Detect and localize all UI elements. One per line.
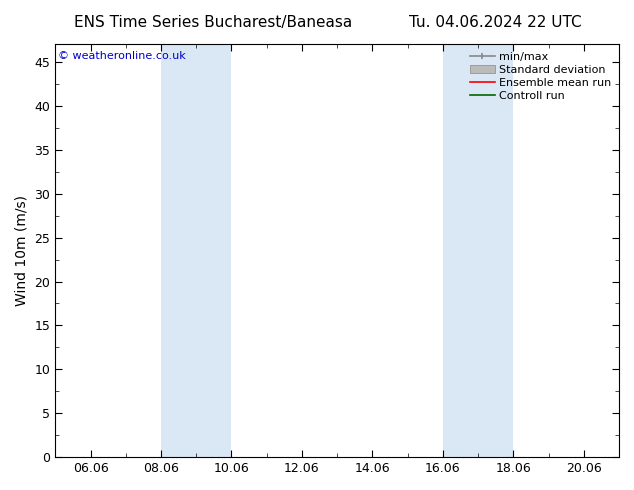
Text: © weatheronline.co.uk: © weatheronline.co.uk bbox=[58, 50, 186, 61]
Bar bbox=[161, 45, 231, 457]
Text: ENS Time Series Bucharest/Baneasa: ENS Time Series Bucharest/Baneasa bbox=[74, 15, 353, 30]
Text: Tu. 04.06.2024 22 UTC: Tu. 04.06.2024 22 UTC bbox=[409, 15, 581, 30]
Y-axis label: Wind 10m (m/s): Wind 10m (m/s) bbox=[15, 196, 29, 306]
Legend: min/max, Standard deviation, Ensemble mean run, Controll run: min/max, Standard deviation, Ensemble me… bbox=[468, 50, 614, 103]
Bar bbox=[443, 45, 514, 457]
